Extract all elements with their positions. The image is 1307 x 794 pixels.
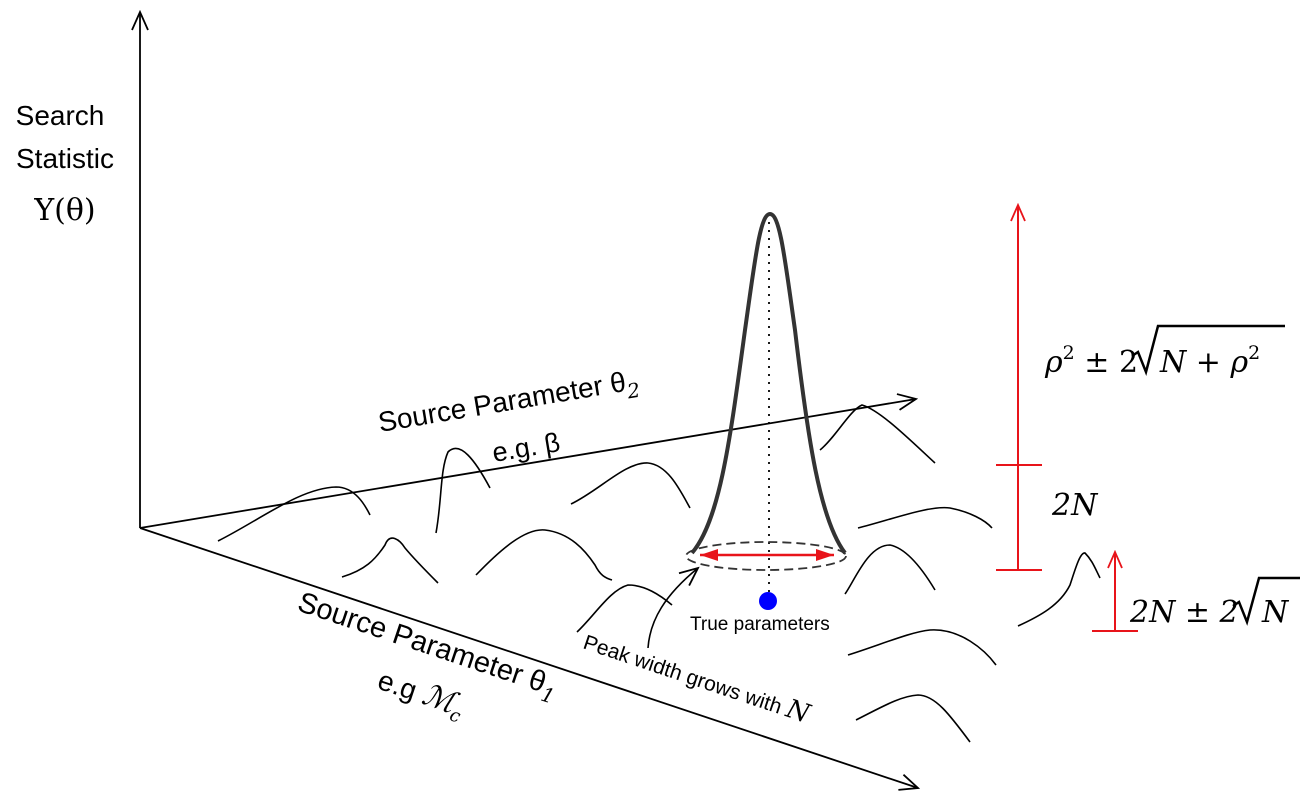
noise-peak	[819, 404, 936, 464]
noise-peak	[435, 447, 491, 534]
peak-width-pointer-arrow	[647, 568, 698, 649]
signal-sqrt-sign	[1131, 324, 1285, 376]
signal-peak-group	[647, 211, 847, 649]
signal-sqrt-inner: N + ρ2	[1159, 342, 1260, 380]
theta1-example: e.g ℳc	[372, 662, 469, 727]
scale-bars	[996, 205, 1138, 632]
theta2-example: e.g. β	[490, 427, 562, 468]
noise-peak	[341, 537, 439, 584]
noise-peak	[570, 462, 691, 509]
theta1-example-text: e.g ℳc	[372, 662, 469, 727]
theta2-axis-label: Source Parameter θ2	[376, 364, 642, 445]
true-parameters-point	[759, 592, 777, 610]
theta2-axis-line	[139, 399, 916, 529]
y-axis-label-line2: Statistic	[16, 143, 114, 174]
noise-peak	[475, 529, 613, 581]
y-axis-label: Search Statistic Υ(θ)	[16, 100, 114, 228]
noise-peaks	[217, 404, 1101, 743]
signal-scale-label: ρ2 ± 2 N + ρ2	[1044, 324, 1285, 380]
true-parameters-label: True parameters	[690, 614, 830, 635]
theta1-axis-line	[139, 527, 918, 788]
noise-peak	[857, 506, 993, 529]
signal-peak	[690, 211, 847, 555]
axes	[140, 12, 918, 788]
peak-base-ellipse	[685, 541, 847, 571]
noise-fluct-root: N	[1261, 595, 1290, 630]
noise-peak	[844, 544, 936, 595]
noise-peak	[855, 694, 971, 743]
noise-level-label: 2N	[1051, 488, 1099, 523]
signal-scale-text: ρ2 ± 2	[1044, 342, 1138, 380]
noise-fluct-label: 2N ± 2 N	[1129, 576, 1300, 630]
noise-fluct-sqrt-sign	[1232, 576, 1300, 626]
noise-fluct-text: 2N ± 2	[1129, 595, 1239, 630]
y-axis-label-line1: Search	[16, 100, 105, 131]
y-axis-label-symbol: Υ(θ)	[33, 193, 95, 228]
noise-peak	[576, 584, 673, 633]
noise-peak	[217, 486, 371, 542]
noise-peak	[1017, 552, 1101, 627]
theta2-label-text: Source Parameter θ2	[376, 364, 642, 445]
noise-peak	[847, 629, 997, 666]
